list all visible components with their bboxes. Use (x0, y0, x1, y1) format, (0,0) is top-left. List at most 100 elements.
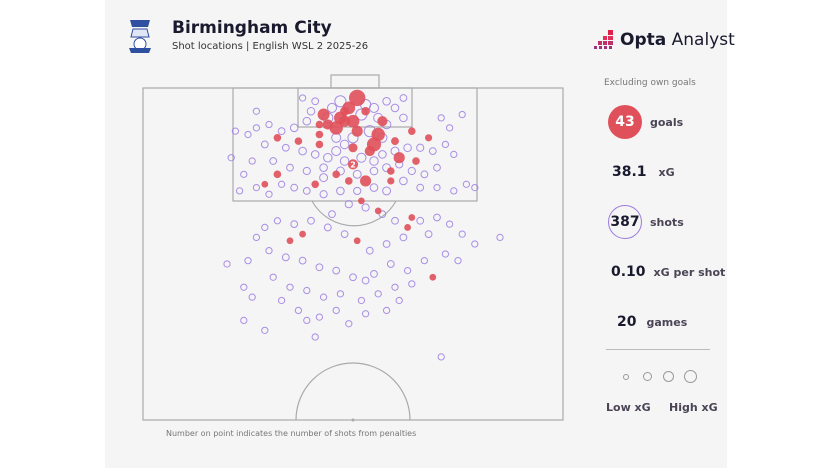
shot-point (319, 293, 328, 301)
shot-point (399, 233, 408, 242)
shot-point (391, 216, 399, 225)
shot-point (298, 256, 307, 265)
shot-point (252, 183, 261, 192)
shot-point (307, 216, 315, 225)
footnote: Number on point indicates the number of … (166, 429, 417, 438)
goal-point (347, 159, 359, 170)
shot-point (368, 102, 380, 113)
shot-point (231, 127, 240, 135)
shot-point (378, 150, 387, 159)
shot-point (399, 94, 408, 102)
shot-point (437, 353, 445, 361)
shot-point (290, 220, 299, 229)
shot-point (319, 173, 329, 183)
shot-point (248, 293, 256, 301)
center-circle (295, 362, 411, 421)
shot-point (281, 143, 290, 152)
goal-point (299, 230, 306, 238)
shot-point (323, 223, 332, 232)
goal-point (317, 108, 330, 121)
goal-point (348, 143, 358, 153)
shot-point (441, 140, 450, 149)
goals-value: 43 (608, 105, 642, 139)
brand-light: Analyst (666, 30, 735, 50)
shot-point (303, 316, 311, 325)
goals-stat: 43 goals (608, 105, 683, 139)
shot-point (378, 210, 387, 219)
shot-point (356, 152, 367, 163)
shot-point (386, 260, 395, 268)
penalty-count-label: 2 (350, 160, 356, 169)
brand-bold: Opta (620, 30, 667, 50)
goal-point (387, 177, 395, 185)
shot-point (349, 273, 357, 282)
goal-point (340, 106, 350, 116)
shot-point (286, 283, 294, 291)
opta-analyst-logo: Opta Analyst (594, 30, 735, 50)
shot-point (261, 223, 269, 232)
shot-point (420, 170, 429, 179)
shot-point (269, 157, 278, 165)
shot-point (277, 296, 286, 305)
xg-per-shot-label: xG per shot (653, 265, 726, 279)
chart-subtitle: Shot locations | English WSL 2 2025-26 (172, 41, 369, 52)
shot-point (277, 127, 286, 136)
goal-point (349, 89, 366, 107)
xg-per-shot-value: 0.10 (611, 264, 646, 280)
shot-point (336, 290, 345, 298)
shots-label: shots (650, 215, 684, 229)
shot-point (365, 246, 374, 255)
shot-point (344, 200, 353, 209)
shot-point (399, 113, 408, 123)
shot-point (390, 103, 400, 113)
note: Excluding own goals (604, 78, 696, 88)
shot-point (424, 230, 433, 238)
shot-point (323, 152, 333, 163)
shot-point (391, 283, 399, 291)
shot-point (361, 310, 370, 318)
shot-point (302, 187, 311, 195)
shot-point (458, 230, 466, 238)
shot-point (339, 156, 350, 166)
shot-point (248, 157, 256, 165)
legend-circle-l (684, 370, 697, 383)
goal-point (387, 167, 395, 175)
shot-point (471, 240, 479, 248)
goal-point (315, 130, 324, 139)
shot-point (223, 260, 231, 268)
goal-point (425, 134, 433, 142)
shot-point (450, 187, 458, 195)
goal-point (332, 170, 340, 179)
club-crest-icon (129, 20, 151, 53)
goal-point (273, 134, 282, 142)
goal-point (364, 145, 375, 157)
shot-point (298, 94, 307, 102)
shot-point (340, 230, 349, 238)
shot-point (357, 296, 366, 305)
divider (606, 349, 710, 350)
shot-point (416, 216, 425, 225)
shot-point (496, 233, 504, 242)
goal (330, 74, 380, 89)
shot-point (450, 150, 458, 159)
shot-point (361, 203, 370, 212)
shot-point (331, 132, 342, 143)
goal-point (391, 137, 399, 146)
shot-point (382, 96, 391, 106)
legend-low: Low xG (606, 401, 651, 414)
shot-point (269, 273, 277, 281)
shot-point (382, 186, 392, 196)
xg-label: xG (658, 165, 675, 179)
shot-point (339, 139, 350, 150)
xg-per-shot-stat: 0.10 xG per shot (611, 264, 725, 280)
shot-point (244, 257, 252, 265)
goal-point (294, 137, 303, 145)
goal-point (361, 106, 370, 116)
shot-point (332, 266, 341, 275)
shot-point (240, 316, 248, 325)
chart-title: Birmingham City (172, 18, 332, 38)
shot-point (382, 306, 391, 315)
shot-point (303, 286, 311, 295)
goal-point (393, 152, 405, 164)
